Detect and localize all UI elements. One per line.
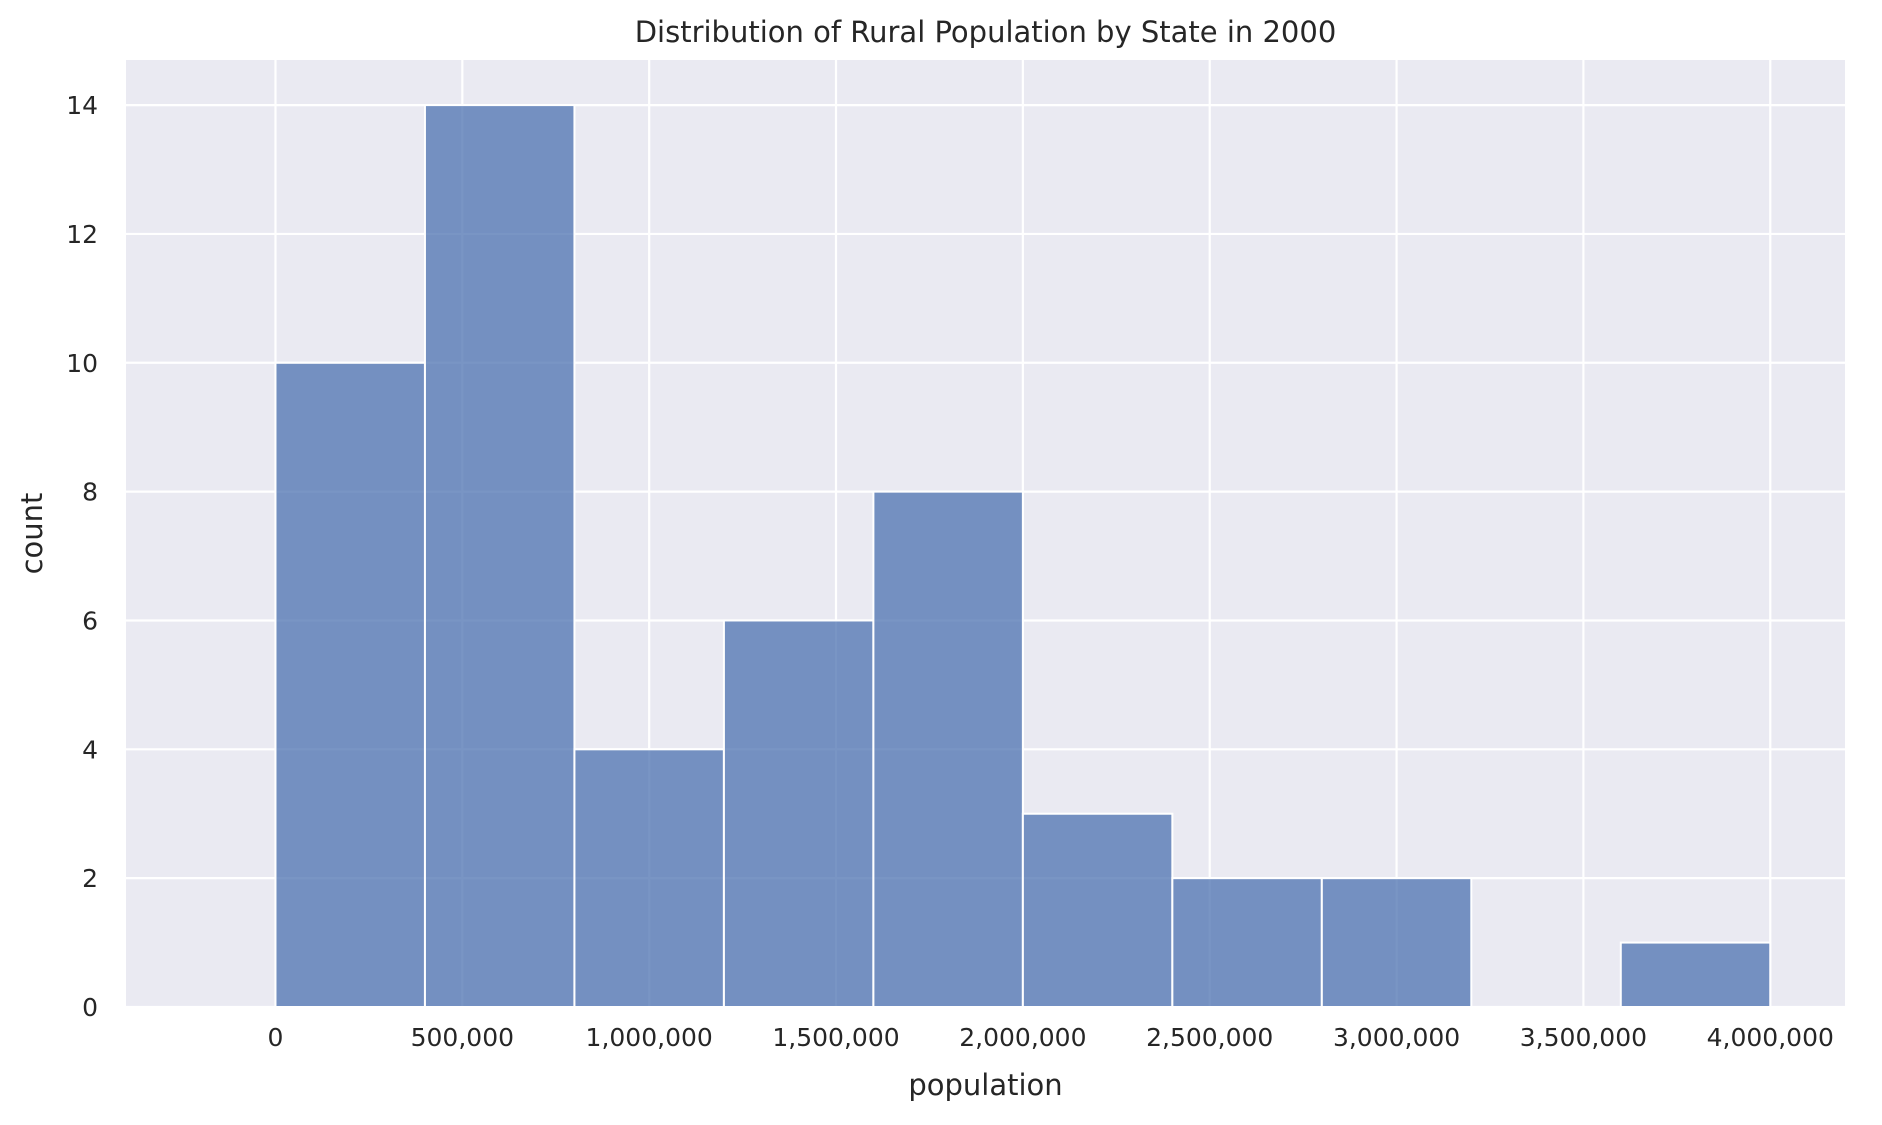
- chart-title: Distribution of Rural Population by Stat…: [635, 15, 1337, 49]
- histogram-bar: [573, 748, 725, 1008]
- y-axis-tick-labels: 0 2 4 6 8 10 12 14: [66, 91, 98, 1022]
- x-tick-label: 2,000,000: [959, 1023, 1086, 1052]
- x-tick-label: 1,000,000: [586, 1023, 713, 1052]
- x-tick-label: 0: [268, 1023, 284, 1052]
- x-tick-label: 3,000,000: [1333, 1023, 1460, 1052]
- y-tick-label: 6: [82, 606, 98, 635]
- x-tick-label: 1,500,000: [772, 1023, 899, 1052]
- x-tick-label: 2,500,000: [1146, 1023, 1273, 1052]
- y-tick-label: 0: [82, 993, 98, 1022]
- y-tick-label: 2: [82, 864, 98, 893]
- x-tick-label: 3,500,000: [1520, 1023, 1647, 1052]
- y-tick-label: 12: [66, 220, 98, 249]
- histogram-bar: [423, 104, 576, 1009]
- y-tick-label: 8: [82, 478, 98, 507]
- histogram-bar: [1320, 877, 1473, 1008]
- histogram-bar: [722, 619, 875, 1008]
- histogram-bar: [1619, 941, 1772, 1009]
- histogram-bar: [274, 361, 426, 1009]
- x-tick-label: 500,000: [411, 1023, 514, 1052]
- x-tick-label: 4,000,000: [1707, 1023, 1834, 1052]
- y-tick-label: 10: [66, 349, 98, 378]
- histogram-bar: [1171, 877, 1323, 1008]
- y-tick-label: 14: [66, 91, 98, 120]
- histogram-bar: [1021, 812, 1174, 1008]
- x-axis-tick-labels: 0 500,000 1,000,000 1,500,000 2,000,000 2,500…: [268, 1023, 1834, 1052]
- y-tick-label: 4: [82, 735, 98, 764]
- x-axis-label: population: [908, 1068, 1062, 1102]
- histogram-bar: [872, 490, 1024, 1008]
- y-axis-label: count: [15, 493, 49, 575]
- histogram-bars: [274, 104, 1772, 1009]
